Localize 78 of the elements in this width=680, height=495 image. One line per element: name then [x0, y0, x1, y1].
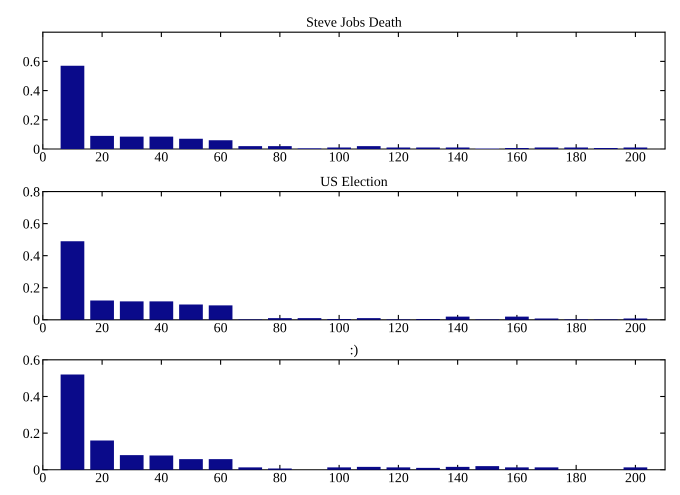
chart-title: Steve Jobs Death: [307, 16, 402, 27]
bar: [150, 301, 174, 320]
y-tick-label: 0.4: [23, 251, 40, 261]
y-tick-label: 0.2: [23, 115, 40, 125]
x-tick-label: 160: [508, 152, 527, 162]
x-tick-label: 100: [330, 322, 350, 332]
x-tick-label: 80: [273, 152, 286, 162]
bar: [60, 241, 84, 320]
bar: [356, 466, 381, 470]
bar: [386, 467, 410, 470]
x-tick-label: 180: [566, 472, 586, 482]
bar: [534, 467, 558, 470]
bar: [150, 136, 174, 149]
x-tick-label: 40: [154, 152, 168, 162]
bar: [356, 146, 381, 149]
x-tick-label: 40: [154, 472, 168, 482]
x-tick-label: 180: [566, 152, 586, 162]
bar: [179, 304, 203, 320]
x-tick-label: 60: [214, 472, 228, 482]
bar: [90, 440, 114, 470]
x-tick-label: 60: [214, 152, 228, 162]
bar: [327, 467, 351, 470]
chart-title: US Election: [320, 176, 388, 186]
bar: [624, 467, 648, 470]
x-tick-label: 180: [566, 322, 586, 332]
y-tick-label: 0.8: [23, 187, 40, 197]
bar: [475, 466, 500, 470]
x-tick-label: 60: [214, 322, 228, 332]
bar: [120, 455, 144, 470]
y-tick-label: 0.4: [23, 86, 40, 96]
x-tick-label: 40: [154, 322, 168, 332]
bar: [238, 467, 262, 470]
x-tick-label: 120: [389, 322, 408, 332]
bar: [208, 305, 232, 320]
x-tick-label: 140: [448, 322, 468, 332]
y-tick-label: 0.6: [23, 355, 40, 365]
chart-title: :): [350, 344, 358, 358]
bar: [446, 466, 470, 470]
y-tick-label: 0.6: [23, 219, 40, 229]
y-tick-label: 0.2: [23, 283, 40, 293]
bar: [505, 467, 529, 470]
y-tick-label: 0: [34, 465, 40, 475]
bar: [446, 316, 470, 320]
bar: [179, 138, 203, 149]
x-tick-label: 160: [508, 472, 527, 482]
x-tick-label: 80: [273, 322, 286, 332]
x-tick-label: 140: [448, 152, 468, 162]
bar: [268, 146, 292, 149]
bar: [120, 301, 144, 320]
y-tick-label: 0: [34, 315, 40, 325]
x-tick-label: 200: [626, 472, 646, 482]
x-tick-label: 200: [626, 152, 646, 162]
bar: [150, 455, 174, 470]
bar: [90, 136, 114, 149]
x-tick-label: 200: [626, 322, 646, 332]
bar: [208, 140, 232, 149]
x-tick-label: 140: [448, 472, 468, 482]
x-tick-label: 20: [96, 152, 109, 162]
x-tick-label: 100: [330, 472, 350, 482]
x-tick-label: 20: [96, 472, 109, 482]
y-tick-label: 0: [34, 144, 40, 154]
bar: [505, 316, 529, 320]
x-tick-label: 100: [330, 152, 350, 162]
bar: [208, 459, 232, 470]
bar: [179, 459, 203, 470]
bar: [90, 300, 114, 320]
bar: [238, 146, 262, 149]
x-tick-label: 20: [96, 322, 109, 332]
x-tick-label: 80: [273, 472, 286, 482]
y-tick-label: 0.4: [23, 392, 40, 402]
bar: [60, 66, 84, 149]
x-tick-label: 120: [389, 152, 408, 162]
bar: [120, 136, 144, 149]
x-tick-label: 160: [508, 322, 527, 332]
y-tick-label: 0.6: [23, 56, 40, 66]
y-tick-label: 0.2: [23, 428, 40, 438]
x-tick-label: 120: [389, 472, 408, 482]
bar: [60, 374, 84, 470]
